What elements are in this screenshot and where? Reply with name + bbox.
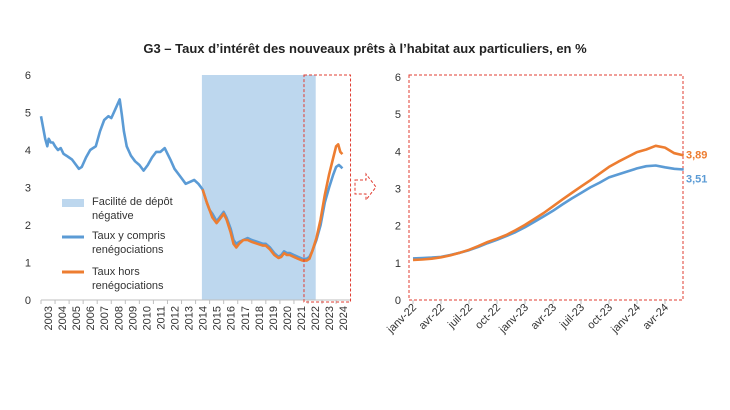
right-y-tick-label: 4 [395, 146, 401, 158]
right-y-tick-label: 3 [395, 184, 401, 196]
right-chart-panel: 0123456janv-22avr-22juil-22oct-22janv-23… [384, 72, 707, 336]
right-y-tick-label: 5 [395, 109, 401, 121]
left-y-tick-label: 6 [25, 70, 31, 82]
negative-deposit-rate-shading [201, 75, 316, 300]
left-y-tick-label: 4 [25, 145, 31, 157]
right-y-tick-label: 6 [395, 72, 401, 84]
right-x-tick-label: janv-23 [496, 302, 531, 337]
left-x-tick-label: 2016 [226, 306, 238, 330]
left-x-tick-label: 2012 [169, 306, 181, 330]
end-label-excl: 3,89 [686, 149, 707, 161]
left-x-tick-label: 2004 [57, 306, 69, 330]
right-y-tick-label: 2 [395, 221, 401, 233]
chart-title: G3 – Taux d’intérêt des nouveaux prêts à… [143, 41, 587, 56]
left-x-tick-label: 2019 [268, 306, 280, 330]
right-panel-frame [408, 74, 684, 301]
right-y-tick-label: 0 [395, 295, 401, 307]
left-x-tick-label: 2014 [198, 306, 210, 330]
left-x-tick-label: 2022 [310, 306, 322, 330]
left-x-tick-label: 2018 [254, 306, 266, 330]
left-y-tick-label: 3 [25, 183, 31, 195]
left-x-tick-label: 2003 [43, 306, 55, 330]
left-x-tick-label: 2005 [71, 306, 83, 330]
left-x-tick-label: 2020 [282, 306, 294, 330]
right-series-excl-renegotiations [412, 144, 684, 262]
right-x-tick-label: avr-23 [529, 302, 560, 333]
right-x-tick-label: avr-24 [641, 302, 672, 333]
right-x-tick-label: avr-22 [417, 302, 448, 333]
legend-label-incl-line2: renégociations [92, 244, 164, 256]
end-label-incl: 3,51 [686, 174, 707, 186]
connector-arrow [354, 172, 377, 202]
left-x-tick-label: 2021 [296, 306, 308, 330]
legend-label-incl-line1: Taux y compris [92, 230, 166, 242]
left-series-incl-renegotiations [39, 98, 344, 261]
left-y-tick-label: 2 [25, 220, 31, 232]
left-x-tick-label: 2011 [155, 306, 167, 330]
left-x-tick-label: 2006 [85, 306, 97, 330]
left-x-tick-label: 2007 [99, 306, 111, 330]
legend-swatch-shade [62, 199, 84, 207]
legend-label-excl-line2: renégociations [92, 280, 164, 292]
left-x-tick-label: 2024 [338, 306, 350, 330]
left-series-excl-renegotiations [201, 143, 344, 262]
right-x-tick-label: juil-23 [557, 302, 587, 332]
right-x-tick-label: juil-22 [445, 302, 475, 332]
left-x-tick-label: 2010 [141, 306, 153, 330]
left-y-tick-label: 0 [25, 295, 31, 307]
right-y-tick-label: 1 [395, 258, 401, 270]
left-x-tick-label: 2017 [240, 306, 252, 330]
legend-label-shade-line1: Facilité de dépôt [92, 196, 173, 208]
left-x-tick-label: 2009 [127, 306, 139, 330]
left-x-tick-label: 2015 [212, 306, 224, 330]
left-x-tick-label: 2013 [184, 306, 196, 330]
right-x-tick-label: janv-22 [384, 302, 419, 337]
right-series-incl-renegotiations [412, 164, 684, 260]
legend-label-excl-line1: Taux hors [92, 266, 140, 278]
left-legend: Facilité de dépôt négative Taux y compris r… [62, 196, 173, 292]
left-y-tick-label: 1 [25, 258, 31, 270]
left-x-tick-label: 2023 [324, 306, 336, 330]
left-x-tick-label: 2008 [113, 306, 125, 330]
zoom-connector [354, 172, 377, 202]
legend-label-shade-line2: négative [92, 210, 134, 222]
left-y-tick-label: 5 [25, 108, 31, 120]
zoom-highlight-box [303, 74, 352, 303]
right-x-tick-label: janv-24 [608, 302, 643, 337]
